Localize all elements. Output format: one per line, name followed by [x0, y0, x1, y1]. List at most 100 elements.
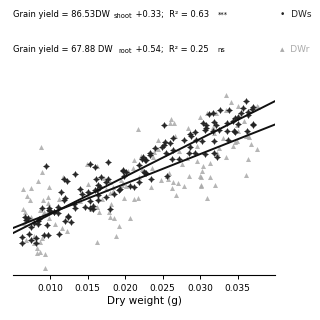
Point	[246, 112, 251, 117]
Point	[97, 184, 102, 189]
Point	[99, 175, 104, 180]
Point	[244, 133, 249, 138]
Point	[168, 121, 173, 126]
Point	[236, 121, 241, 126]
Point	[243, 98, 248, 103]
Point	[189, 133, 194, 139]
Point	[182, 137, 187, 142]
Point	[92, 187, 98, 192]
Point	[210, 111, 215, 116]
Point	[28, 197, 33, 202]
Point	[65, 178, 70, 183]
Point	[199, 139, 204, 144]
Point	[93, 176, 98, 181]
Point	[108, 190, 113, 195]
Point	[176, 148, 181, 153]
Point	[241, 106, 246, 111]
Point	[177, 156, 182, 161]
Point	[162, 139, 167, 144]
Point	[136, 180, 141, 185]
Point	[186, 125, 191, 130]
Point	[102, 175, 107, 180]
Point	[231, 119, 236, 124]
Point	[28, 225, 34, 230]
Point	[45, 233, 51, 238]
Point	[33, 240, 38, 245]
Point	[51, 209, 56, 214]
Point	[206, 112, 211, 117]
Point	[158, 178, 164, 183]
Point	[72, 171, 77, 176]
Point	[100, 196, 105, 202]
Point	[83, 205, 88, 210]
Point	[104, 195, 109, 200]
Point	[40, 197, 45, 203]
Point	[139, 166, 144, 171]
Point	[149, 166, 155, 171]
Point	[182, 137, 187, 142]
Point	[38, 249, 43, 254]
Point	[20, 235, 25, 240]
Point	[171, 148, 176, 153]
Point	[62, 176, 67, 181]
Text: shoot: shoot	[114, 13, 132, 19]
Point	[32, 233, 37, 238]
Point	[94, 204, 100, 209]
Text: Grain yield = 86.53DW: Grain yield = 86.53DW	[13, 10, 110, 19]
Point	[42, 210, 47, 215]
Point	[187, 144, 192, 149]
Point	[213, 122, 219, 127]
Point	[21, 221, 26, 226]
Point	[224, 120, 229, 125]
Point	[251, 122, 256, 127]
Point	[116, 188, 121, 193]
Point	[228, 100, 233, 105]
Point	[55, 211, 60, 216]
Point	[160, 145, 165, 150]
Point	[139, 153, 144, 158]
Point	[233, 116, 238, 121]
Point	[187, 173, 192, 179]
Point	[131, 185, 136, 190]
Point	[239, 110, 244, 115]
Point	[218, 108, 223, 113]
Point	[73, 205, 78, 211]
Point	[224, 107, 229, 112]
Point	[26, 232, 31, 237]
Point	[45, 233, 51, 238]
Point	[164, 173, 170, 178]
Point	[164, 174, 170, 179]
Point	[97, 184, 102, 189]
Point	[241, 118, 246, 123]
Point	[88, 205, 93, 211]
Point	[107, 209, 112, 214]
Point	[25, 216, 30, 221]
Point	[96, 197, 101, 203]
Point	[120, 168, 125, 173]
Point	[218, 108, 223, 113]
Point	[198, 175, 203, 180]
Point	[35, 251, 40, 256]
Point	[206, 112, 211, 117]
Point	[193, 150, 198, 156]
Point	[167, 140, 172, 146]
Point	[148, 150, 153, 156]
Point	[243, 172, 248, 178]
Point	[213, 110, 218, 115]
Text: Grain yield = 67.88 DW: Grain yield = 67.88 DW	[13, 45, 112, 54]
Point	[236, 114, 241, 119]
Point	[111, 192, 116, 197]
Point	[234, 138, 239, 143]
Point	[44, 164, 49, 169]
Text: root: root	[118, 48, 132, 54]
Point	[22, 209, 27, 214]
Point	[52, 210, 57, 215]
Point	[136, 126, 141, 132]
Point	[108, 179, 113, 184]
Point	[208, 160, 213, 165]
Point	[108, 207, 113, 212]
Point	[193, 129, 198, 134]
Point	[116, 188, 121, 193]
Point	[211, 131, 216, 136]
Point	[23, 214, 28, 219]
